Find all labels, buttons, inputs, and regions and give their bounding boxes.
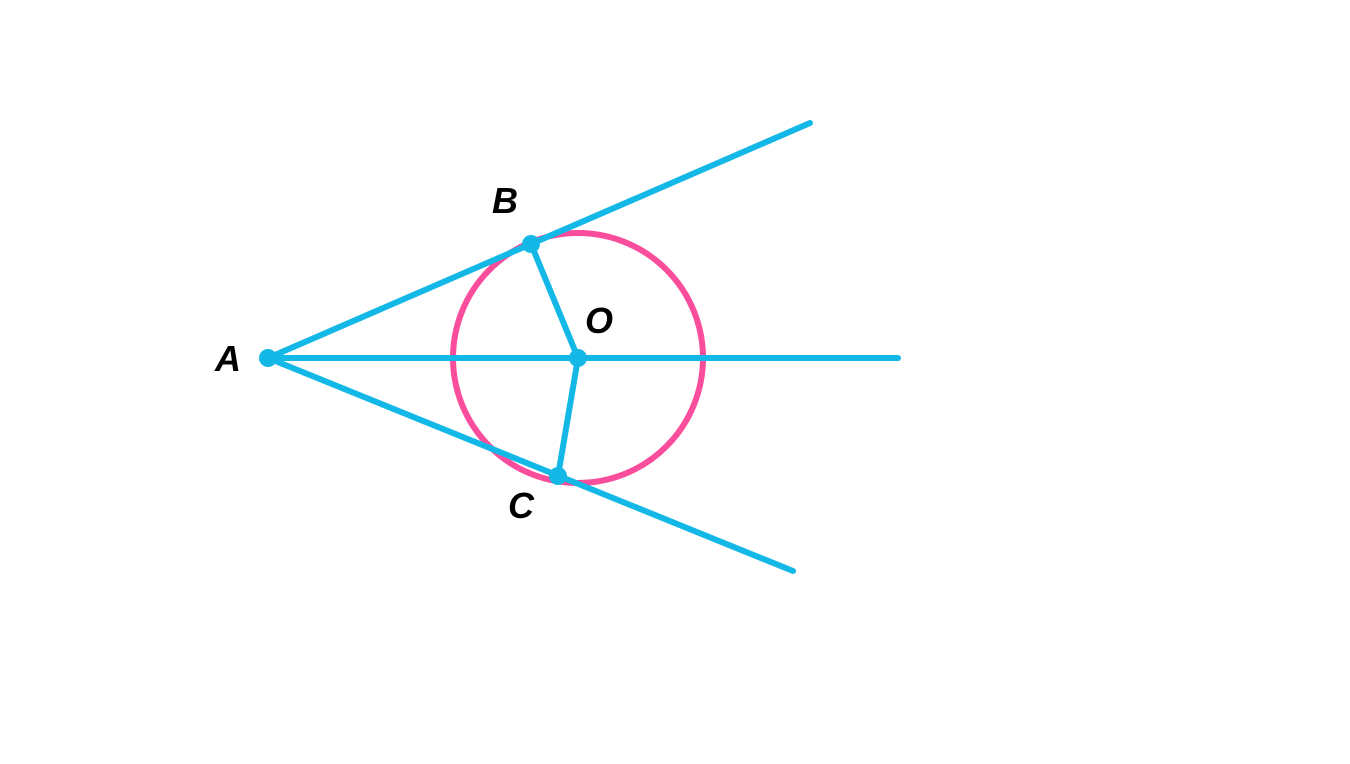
diagram-svg bbox=[0, 0, 1350, 759]
point-O bbox=[569, 349, 587, 367]
label-B: B bbox=[492, 180, 518, 222]
ray-AC-extended bbox=[268, 358, 793, 571]
point-B bbox=[522, 235, 540, 253]
segment-OB bbox=[531, 244, 578, 358]
point-C bbox=[549, 467, 567, 485]
point-A bbox=[259, 349, 277, 367]
label-O: O bbox=[585, 300, 613, 342]
label-C: C bbox=[508, 485, 534, 527]
geometry-diagram: A B C O bbox=[0, 0, 1350, 759]
label-A: A bbox=[215, 338, 241, 380]
segment-OC bbox=[558, 358, 578, 476]
